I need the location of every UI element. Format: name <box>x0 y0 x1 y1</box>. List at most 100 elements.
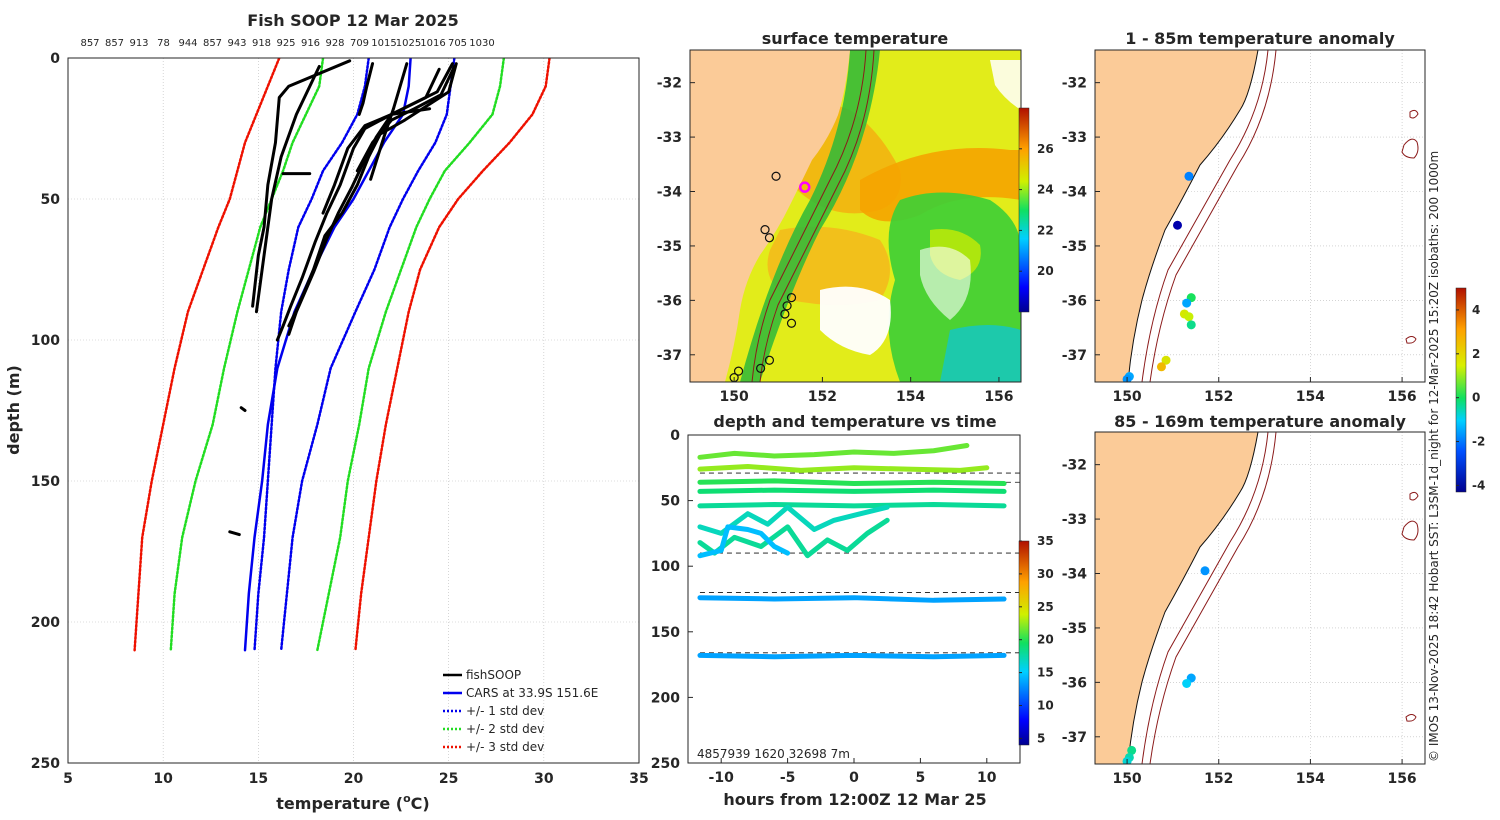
map-ytick-label: -35 <box>657 239 682 255</box>
map-xtick-label: 150 <box>1112 771 1141 787</box>
sst-cloud-gap-1 <box>820 286 891 355</box>
reference-profile-line <box>354 58 551 652</box>
profile-ytick-label: 0 <box>50 51 60 67</box>
profile-ytick-label: 100 <box>31 333 60 349</box>
anomaly-upper-seamount-1 <box>1401 138 1419 159</box>
map-xtick-label: 154 <box>1296 771 1325 787</box>
anomaly-point <box>1184 171 1194 181</box>
station-marker <box>756 363 766 373</box>
sst-colorbar-label: 26 <box>1037 142 1054 156</box>
map-ytick-label: -37 <box>1062 348 1087 364</box>
legend-std2: +/- 2 std dev <box>466 722 544 736</box>
map-ytick-label: -34 <box>1062 567 1088 583</box>
profile-top-label: 709 <box>350 38 369 49</box>
anomaly-upper-panel: 1 - 85m temperature anomaly 150 152 154 156… <box>1062 29 1426 405</box>
selected-station-marker <box>798 181 811 193</box>
sst-colorbar-label: 24 <box>1037 183 1054 197</box>
anomaly-lower-land <box>1095 432 1259 764</box>
legend-std1: +/- 1 std dev <box>466 704 544 718</box>
profile-top-label: 925 <box>276 38 295 49</box>
anomaly-upper-body <box>1095 50 1425 382</box>
profile-top-label: 1016 <box>420 38 445 49</box>
reference-profile-line <box>316 58 506 652</box>
fishsoop-profile-line <box>355 64 456 173</box>
profile-xtick-label: 35 <box>629 771 648 787</box>
anomaly-colorbar <box>1455 287 1467 493</box>
map-ytick-label: -37 <box>1062 730 1087 746</box>
profile-y-ticks: 0 50 100 150 200 250 <box>31 51 60 772</box>
legend-cars: CARS at 33.9S 151.6E <box>466 686 598 700</box>
depth-time-track <box>697 524 791 559</box>
map-xtick-label: 152 <box>1204 389 1233 405</box>
depth-time-track <box>697 463 990 473</box>
profile-top-label: 918 <box>252 38 271 49</box>
anomaly-colorbar-label: -4 <box>1472 478 1485 492</box>
sst-land <box>690 50 850 382</box>
anomaly-lower-isobath-200 <box>1141 432 1269 764</box>
profile-frame <box>67 57 640 764</box>
depth-time-xlabel: hours from 12:00Z 12 Mar 25 <box>723 790 986 809</box>
fishsoop-profile-line <box>239 406 247 412</box>
sst-ticks: 150 152 154 156 -37 -36 -35 -34 -33 -32 <box>657 76 1014 405</box>
map-xtick-label: 156 <box>1387 389 1416 405</box>
anomaly-point <box>1200 566 1210 576</box>
depth-time-colorbar-label: 25 <box>1037 600 1054 614</box>
anomaly-point <box>1184 312 1194 322</box>
depth-time-track <box>697 478 1007 487</box>
depth-time-colorbar <box>1018 540 1030 746</box>
map-xtick-label: 150 <box>1112 389 1141 405</box>
depth-time-colorbar-label: 5 <box>1037 731 1045 745</box>
depth-time-tracks <box>697 442 1007 660</box>
map-ytick-label: -33 <box>657 130 682 146</box>
sst-map-body <box>690 50 1021 382</box>
legend-fishsoop: fishSOOP <box>466 668 521 682</box>
reference-profile-line <box>133 58 281 652</box>
map-ytick-label: -32 <box>1062 458 1087 474</box>
anomaly-colorbar-ticks: -4 -2 0 2 4 <box>1456 303 1485 492</box>
anomaly-upper-seamount-3 <box>1409 109 1419 119</box>
sst-isobath-1000 <box>759 50 875 382</box>
depth-time-ytick-label: 50 <box>661 494 681 510</box>
depth-time-colorbar-label: 35 <box>1037 534 1054 548</box>
anomaly-upper-frame <box>1094 49 1426 383</box>
profile-xtick-label: 5 <box>63 771 73 787</box>
profile-xlabel: temperature (oC) <box>276 792 429 813</box>
map-ytick-label: -36 <box>1062 293 1087 309</box>
anomaly-lower-frame <box>1094 431 1426 765</box>
profile-ytick-label: 200 <box>31 615 60 631</box>
depth-time-xtick-label: -5 <box>780 770 796 786</box>
station-marker <box>764 233 775 243</box>
anomaly-colorbar-label: 4 <box>1472 303 1480 317</box>
fishsoop-profile-line <box>369 62 409 181</box>
anomaly-upper-isobath-1000 <box>1149 50 1277 382</box>
depth-time-colorbar-label: 15 <box>1037 666 1054 680</box>
profile-panel: Fish SOOP 12 Mar 2025 857 857 913 78 944 857 9… <box>4 11 649 813</box>
map-ytick-label: -33 <box>1062 130 1087 146</box>
profile-top-label: 928 <box>325 38 344 49</box>
anomaly-upper-seamount-2 <box>1405 336 1417 344</box>
profile-top-label: 916 <box>301 38 320 49</box>
anomaly-upper-points <box>1122 171 1196 382</box>
sst-cloud-gap-2 <box>920 246 971 320</box>
fishsoop-profile-line <box>254 64 321 314</box>
station-marker <box>760 225 770 235</box>
depth-time-track <box>697 442 970 460</box>
depth-time-panel: depth and temperature vs time -10 -5 0 5 100… <box>651 412 1054 809</box>
profile-top-label: 943 <box>227 38 246 49</box>
anomaly-lower-seamount-3 <box>1409 491 1419 501</box>
sst-shelf-water <box>740 50 880 382</box>
depth-time-colorbar-ticks: 5 10 15 20 25 30 35 <box>1019 534 1054 745</box>
map-ytick-label: -35 <box>1062 621 1087 637</box>
depth-time-ytick-label: 100 <box>651 559 680 575</box>
profile-lines <box>133 58 551 652</box>
reference-profile-line <box>169 58 325 652</box>
depth-time-track <box>697 595 1007 603</box>
anomaly-point <box>1182 298 1192 308</box>
sst-cold-water <box>940 325 1021 382</box>
sst-colorbar <box>1018 107 1030 313</box>
profile-xtick-label: 30 <box>534 771 554 787</box>
profile-top-label: 857 <box>203 38 222 49</box>
profile-xtick-label: 25 <box>439 771 458 787</box>
depth-time-title: depth and temperature vs time <box>713 412 996 431</box>
